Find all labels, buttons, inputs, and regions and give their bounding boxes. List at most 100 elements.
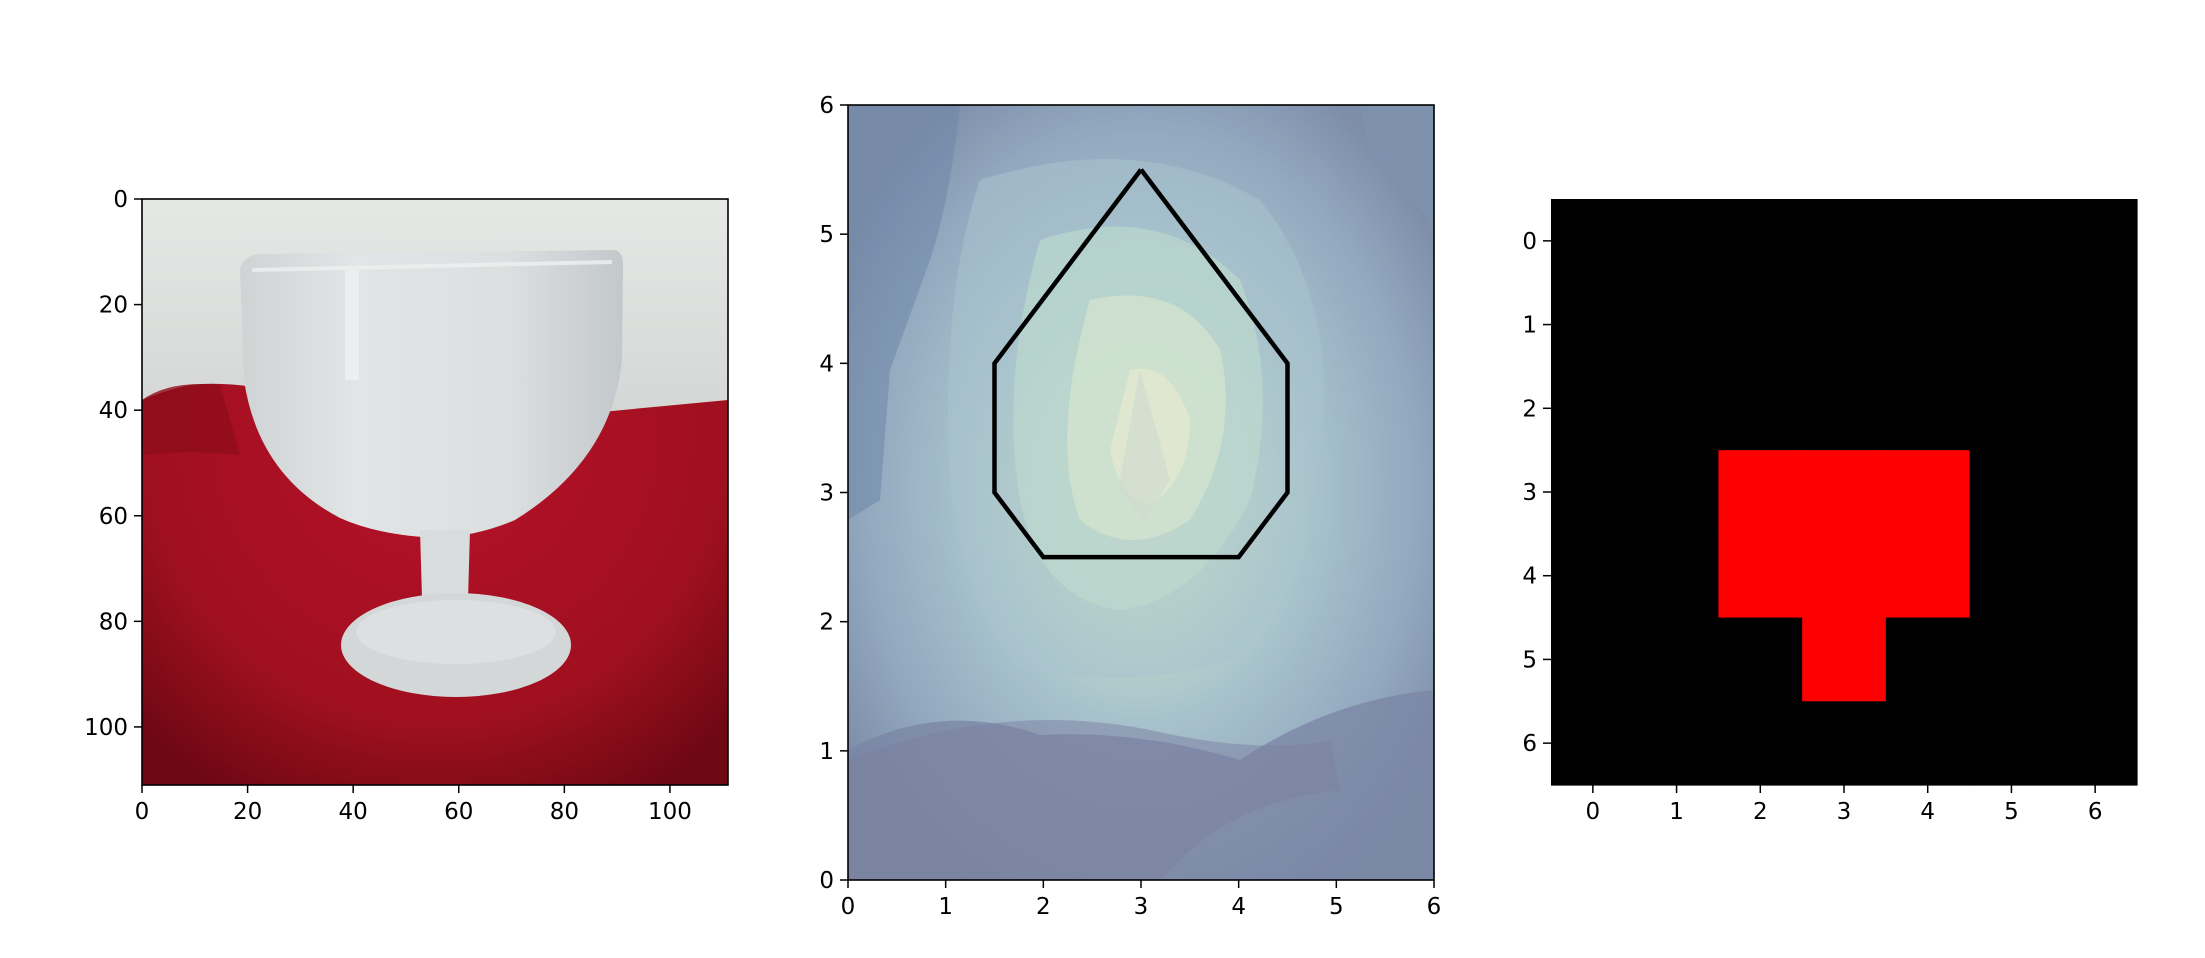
mask-cell-off: [1551, 199, 1636, 284]
mask-cell-off: [1634, 701, 1720, 786]
x-tick-label: 3: [1134, 894, 1149, 920]
x-tick-label: 2: [1036, 894, 1051, 920]
mask-cell-off: [1718, 199, 1803, 284]
mask-cell-off: [1634, 366, 1720, 451]
x-tick-label: 0: [841, 894, 856, 920]
mask-cell-off: [2053, 617, 2138, 702]
x-tick-label: 40: [339, 799, 368, 825]
mask-cell-off: [2053, 199, 2138, 284]
mask-cell-off: [1718, 617, 1803, 702]
mask-ticks: 0 1 2 3 4 5 6 0 1 2 3 4 5 6: [1522, 229, 2102, 825]
x-tick-label: 100: [648, 799, 692, 825]
mask-cell-off: [1885, 701, 1971, 786]
x-tick-label: 0: [1586, 799, 1601, 825]
y-tick-label: 6: [819, 93, 834, 119]
contour-fill: [848, 105, 1434, 880]
mask-cell-off: [1718, 701, 1803, 786]
mask-cell-off: [1969, 199, 2054, 284]
y-tick-label: 40: [99, 398, 128, 424]
mask-cells: [1551, 199, 2138, 786]
polygon-outline: [992, 168, 1290, 560]
y-tick-label: 3: [819, 481, 834, 507]
y-tick-label: 6: [1522, 731, 1537, 757]
y-tick-label: 4: [819, 351, 834, 377]
mask-cell-off: [1969, 701, 2054, 786]
x-tick-label: 1: [938, 894, 953, 920]
mask-cell-off: [1802, 366, 1887, 451]
y-tick-label: 80: [99, 609, 128, 635]
x-tick-label: 6: [1427, 894, 1442, 920]
y-tick-label: 4: [1522, 564, 1537, 590]
x-tick-label: 3: [1837, 799, 1852, 825]
x-tick-label: 80: [550, 799, 579, 825]
y-tick-label: 1: [1522, 313, 1537, 339]
image-axes: 0 20 40 60 80 100 0 20 40 60 80 100: [84, 187, 729, 825]
mask-cell-off: [1802, 199, 1887, 284]
contour-axes: 0 1 2 3 4 5 6 0 1 2 3 4 5 6: [819, 93, 1441, 920]
mask-cell-off: [2053, 701, 2138, 786]
mask-cell-on: [1885, 450, 1971, 535]
x-tick-label: 1: [1669, 799, 1684, 825]
x-tick-label: 20: [233, 799, 262, 825]
y-tick-label: 100: [84, 715, 128, 741]
mask-cell-off: [1551, 701, 1636, 786]
mask-cell-on: [1802, 533, 1887, 619]
mask-cell-on: [1718, 450, 1803, 535]
y-tick-label: 2: [819, 610, 834, 636]
y-tick-label: 0: [113, 187, 128, 213]
mask-cell-off: [1718, 282, 1803, 368]
image-ticks: 0 20 40 60 80 100 0 20 40 60 80 100: [84, 187, 692, 825]
contour-ticks: 0 1 2 3 4 5 6 0 1 2 3 4 5 6: [819, 93, 1441, 920]
mask-cell-off: [1634, 617, 1720, 702]
y-tick-label: 0: [1522, 229, 1537, 255]
mask-cell-on: [1802, 617, 1887, 702]
y-tick-label: 5: [1522, 647, 1537, 673]
goblet-photo: [142, 199, 728, 785]
y-tick-label: 20: [99, 293, 128, 319]
y-tick-label: 60: [99, 504, 128, 530]
y-tick-label: 1: [819, 739, 834, 765]
mask-cell-off: [1885, 199, 1971, 284]
y-tick-label: 3: [1522, 480, 1537, 506]
mask-cell-off: [1969, 366, 2054, 451]
x-tick-label: 60: [444, 799, 473, 825]
mask-cell-off: [1551, 450, 1636, 535]
mask-cell-off: [1634, 450, 1720, 535]
mask-cell-off: [1885, 282, 1971, 368]
mask-cell-on: [1885, 533, 1971, 619]
mask-cell-off: [1551, 282, 1636, 368]
mask-cell-off: [1969, 617, 2054, 702]
mask-cell-off: [1802, 282, 1887, 368]
mask-cell-off: [2053, 282, 2138, 368]
mask-cell-off: [2053, 366, 2138, 451]
mask-cell-off: [1969, 282, 2054, 368]
y-tick-label: 5: [819, 222, 834, 248]
mask-axes: 0 1 2 3 4 5 6 0 1 2 3 4 5 6: [1522, 199, 2138, 825]
x-tick-label: 6: [2088, 799, 2103, 825]
x-tick-label: 5: [1329, 894, 1344, 920]
x-tick-label: 4: [1231, 894, 1246, 920]
x-tick-label: 4: [1920, 799, 1935, 825]
mask-cell-off: [1969, 450, 2054, 535]
mask-cell-off: [1885, 617, 1971, 702]
mask-cell-off: [1551, 617, 1636, 702]
mask-cell-off: [2053, 450, 2138, 535]
x-tick-label: 5: [2004, 799, 2019, 825]
mask-cell-off: [1551, 366, 1636, 451]
mask-cell-off: [1634, 533, 1720, 619]
mask-cell-off: [2053, 533, 2138, 619]
mask-cell-off: [1718, 366, 1803, 451]
mask-cell-off: [1634, 199, 1720, 284]
x-tick-label: 2: [1753, 799, 1768, 825]
mask-cell-off: [1969, 533, 2054, 619]
y-tick-label: 2: [1522, 396, 1537, 422]
mask-cell-off: [1551, 533, 1636, 619]
x-tick-label: 0: [135, 799, 150, 825]
mask-cell-on: [1718, 533, 1803, 619]
y-tick-label: 0: [819, 868, 834, 894]
mask-cell-on: [1802, 450, 1887, 535]
mask-cell-off: [1802, 701, 1887, 786]
mask-cell-off: [1634, 282, 1720, 368]
mask-cell-off: [1885, 366, 1971, 451]
